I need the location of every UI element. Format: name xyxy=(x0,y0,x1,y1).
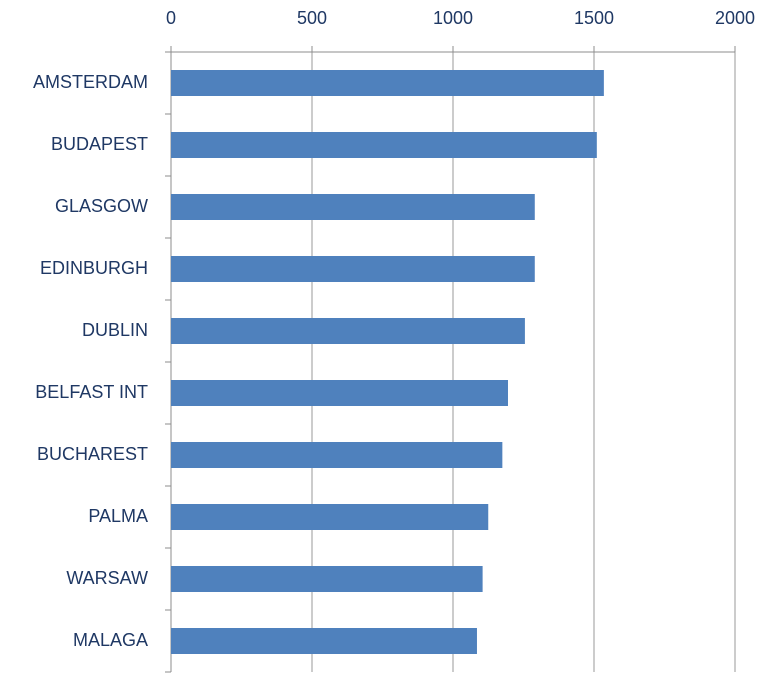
bar xyxy=(171,132,597,158)
x-tick-label: 500 xyxy=(297,8,327,28)
bar xyxy=(171,442,503,468)
x-tick-label: 2000 xyxy=(715,8,755,28)
bar xyxy=(171,504,489,530)
y-tick-label: DUBLIN xyxy=(82,320,148,340)
bar xyxy=(171,318,525,344)
y-tick-label: EDINBURGH xyxy=(40,258,148,278)
bar xyxy=(171,628,477,654)
y-tick-label: PALMA xyxy=(88,506,148,526)
y-tick-label: BUDAPEST xyxy=(51,134,148,154)
y-tick-label: GLASGOW xyxy=(55,196,148,216)
y-tick-label: MALAGA xyxy=(73,630,148,650)
x-tick-label: 1500 xyxy=(574,8,614,28)
bar xyxy=(171,70,604,96)
y-tick-label: AMSTERDAM xyxy=(33,72,148,92)
bar xyxy=(171,566,483,592)
bar xyxy=(171,194,535,220)
y-tick-label: BUCHAREST xyxy=(37,444,148,464)
y-tick-label: BELFAST INT xyxy=(35,382,148,402)
x-tick-label: 1000 xyxy=(433,8,473,28)
x-tick-label: 0 xyxy=(166,8,176,28)
y-tick-label: WARSAW xyxy=(66,568,148,588)
bar xyxy=(171,380,508,406)
bar xyxy=(171,256,535,282)
